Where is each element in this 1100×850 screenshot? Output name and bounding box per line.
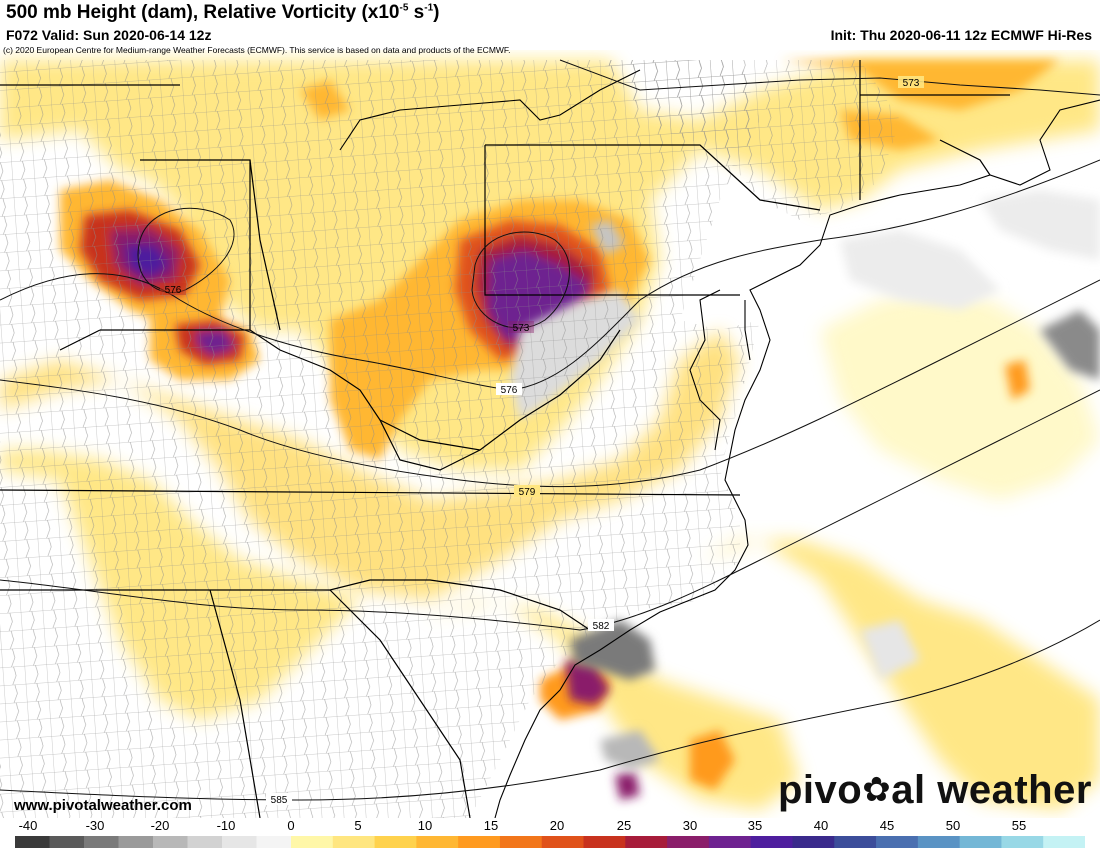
colorbar-tick-label: 25 [616,818,632,833]
contour-label: 573 [508,321,534,334]
colorbar-swatch [583,836,626,848]
colorbar-swatch [1043,836,1085,848]
colorbar-swatch [541,836,585,848]
colorbar-swatch [708,836,752,848]
colorbar-swatch [959,836,1002,848]
colorbar-swatch [222,836,257,848]
colorbar-tick-label: 10 [417,818,433,833]
colorbar-swatch [458,836,501,848]
colorbar-tick-label: 15 [483,818,499,833]
colorbar-swatch [187,836,223,848]
colorbar-swatch [416,836,459,848]
state-borders [0,60,1010,818]
colorbar-tick-label: 45 [879,818,895,833]
valid-time: F072 Valid: Sun 2020-06-14 12z [6,27,212,43]
contour-label-text: 576 [501,385,518,396]
colorbar-tick-label: -20 [150,818,170,833]
website-link[interactable]: www.pivotalweather.com [14,797,192,814]
colorbar-swatch [332,836,376,848]
contour-label: 576 [496,383,522,396]
colorbar-swatch [792,836,835,848]
contour-label-text: 582 [593,621,610,632]
init-time: Init: Thu 2020-06-11 12z ECMWF Hi-Res [830,27,1092,43]
colorbar-swatch [1001,836,1044,848]
contour-label-text: 576 [165,285,182,296]
colorbar-swatch [49,836,85,848]
colorbar-tick-label: -10 [216,818,236,833]
contour-label: 573 [898,76,924,89]
colorbar-tick-label: -30 [85,818,105,833]
colorbar-tick-label: 50 [945,818,961,833]
vorticity-map: 573 576 573 576 579 582 585 [0,50,1100,818]
colorbar-labels: -40 -30 -20 -10 0 5 10 15 20 25 30 35 40 45 50 55 [0,818,1100,834]
colorbar-tick-label: 20 [549,818,565,833]
colorbar-swatch [84,836,119,848]
contour-label: 582 [588,619,614,632]
contour-label: 576 [160,283,186,296]
coastline [339,69,1100,818]
contour-label-text: 585 [271,795,288,806]
contour-label-text: 573 [903,78,920,89]
copyright-notice: (c) 2020 European Centre for Medium-rang… [3,45,511,55]
colorbar-swatch [15,836,50,848]
colorbar-tick-label: 40 [813,818,829,833]
map-title: 500 mb Height (dam), Relative Vorticity … [6,2,440,23]
contour-label: 585 [266,793,292,806]
colorbar-tick-label: 30 [682,818,698,833]
colorbar-swatch [876,836,919,848]
contour-label-text: 579 [519,487,536,498]
colorbar-swatch [750,836,793,848]
colorbar-tick-label: 55 [1011,818,1027,833]
colorbar-swatch [256,836,292,848]
header: 500 mb Height (dam), Relative Vorticity … [0,0,1100,50]
colorbar-tick-label: 35 [747,818,763,833]
colorbar-swatch [153,836,188,848]
colorbar-swatch [118,836,154,848]
colorbar-swatch [291,836,334,848]
colorbar-swatch [834,836,877,848]
contour-label: 579 [514,485,540,498]
colorbar-swatch [667,836,710,848]
contour-label-text: 573 [513,323,530,334]
contour-labels: 573 576 573 576 579 582 585 [160,76,924,806]
colorbar [15,836,1085,848]
colorbar-swatch [625,836,668,848]
colorbar-tick-label: -40 [18,818,38,833]
colorbar-swatch [374,836,417,848]
gear-icon: ✿ [862,771,892,809]
colorbar-tick-label: 0 [287,818,295,833]
colorbar-swatch [499,836,543,848]
brand-logo: pivo✿al weather [778,768,1092,812]
height-contours [0,59,1100,801]
colorbar-tick-label: 5 [354,818,362,833]
colorbar-swatch [917,836,961,848]
